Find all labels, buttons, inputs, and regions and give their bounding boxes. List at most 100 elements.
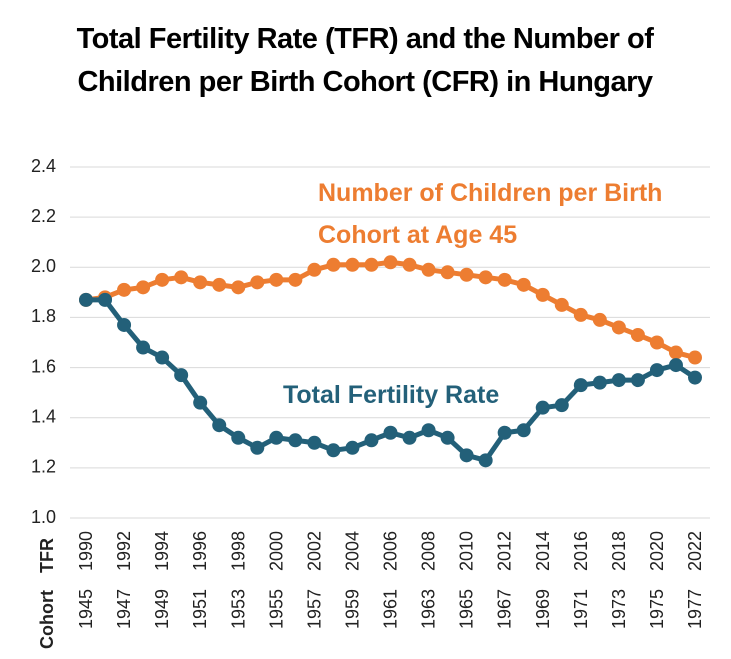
y-tick-label: 1.6 (31, 356, 56, 376)
marker (288, 433, 303, 448)
marker (535, 287, 550, 302)
marker (212, 418, 227, 433)
marker (516, 423, 531, 438)
marker (592, 312, 607, 327)
marker (364, 433, 379, 448)
x-tick-label: 2020 (647, 531, 667, 571)
marker (649, 335, 664, 350)
marker (668, 358, 683, 373)
y-tick-label: 1.2 (31, 457, 56, 477)
x-tick-label: 2002 (304, 531, 324, 571)
marker (688, 370, 702, 385)
x-tick-label: 2008 (419, 531, 439, 571)
marker (136, 340, 151, 355)
marker (535, 400, 550, 415)
marker (459, 448, 474, 463)
marker (174, 368, 189, 383)
x-tick-label: 2016 (571, 531, 591, 571)
marker (117, 317, 132, 332)
marker (212, 277, 227, 292)
x-tick-label: 1994 (152, 531, 172, 571)
x-tick-label: 1998 (228, 531, 248, 571)
x-tick-label: 1992 (114, 531, 134, 571)
marker (136, 280, 151, 295)
marker (345, 257, 360, 272)
y-tick-label: 2.0 (31, 256, 56, 276)
x-tick-label: 2010 (457, 531, 477, 571)
x-tick-label: 1947 (114, 589, 134, 629)
marker (345, 440, 360, 455)
x-tick-label: 1951 (190, 589, 210, 629)
y-tick-label: 1.4 (31, 406, 56, 426)
row-label: Cohort (37, 590, 57, 649)
marker (117, 282, 132, 297)
x-tick-label: 1953 (228, 589, 248, 629)
x-tick-label: 1965 (457, 589, 477, 629)
x-tick-label: 1973 (609, 589, 629, 629)
x-tick-label: 1963 (419, 589, 439, 629)
marker (269, 430, 284, 445)
marker (383, 255, 398, 270)
x-tick-label: 2022 (685, 531, 705, 571)
marker (307, 435, 322, 450)
x-tick-label: 2000 (266, 531, 286, 571)
marker (155, 272, 170, 287)
x-tick-label: 1945 (76, 589, 96, 629)
x-tick-label: 1975 (647, 589, 667, 629)
marker (193, 275, 208, 290)
marker (307, 262, 322, 277)
marker (383, 425, 398, 440)
marker (592, 375, 607, 390)
marker (231, 430, 246, 445)
marker (326, 443, 341, 458)
marker (421, 423, 436, 438)
x-tick-label: 1990 (76, 531, 96, 571)
marker (269, 272, 284, 287)
x-tick-label: 1949 (152, 589, 172, 629)
marker (611, 320, 626, 335)
marker (573, 307, 588, 322)
x-tick-label: 1971 (571, 589, 591, 629)
marker (193, 395, 208, 410)
marker (174, 270, 189, 285)
x-tick-label: 2004 (342, 531, 362, 571)
marker (497, 272, 512, 287)
marker (630, 327, 645, 342)
marker (79, 292, 93, 307)
x-tick-label: 1967 (495, 589, 515, 629)
y-tick-label: 2.2 (31, 206, 56, 226)
x-tick-label: 1996 (190, 531, 210, 571)
marker (478, 270, 493, 285)
x-tick-label: 1961 (381, 589, 401, 629)
x-tick-label: 1977 (685, 589, 705, 629)
marker (155, 350, 170, 365)
marker (402, 257, 417, 272)
x-tick-label: 1955 (266, 589, 286, 629)
marker (250, 275, 265, 290)
marker (421, 262, 436, 277)
marker (459, 267, 474, 282)
marker (630, 373, 645, 388)
marker (440, 430, 455, 445)
marker (364, 257, 379, 272)
marker (668, 345, 683, 360)
marker (326, 257, 341, 272)
y-tick-label: 2.4 (31, 156, 56, 176)
marker (497, 425, 512, 440)
y-tick-label: 1.8 (31, 306, 56, 326)
marker (288, 272, 303, 287)
x-tick-label: 2012 (495, 531, 515, 571)
marker (478, 453, 493, 468)
marker (688, 350, 702, 365)
marker (516, 277, 531, 292)
marker (250, 440, 265, 455)
x-tick-label: 2006 (381, 531, 401, 571)
row-label: TFR (37, 538, 57, 573)
marker (649, 363, 664, 378)
marker (402, 430, 417, 445)
marker (611, 373, 626, 388)
x-tick-label: 2014 (533, 531, 553, 571)
marker (440, 265, 455, 280)
